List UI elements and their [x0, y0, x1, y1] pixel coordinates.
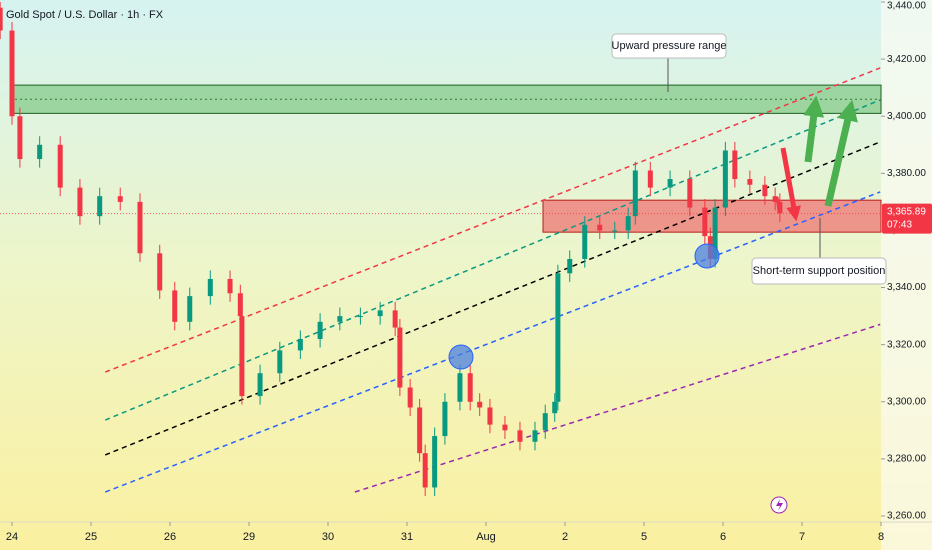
x-tick-label: 29 — [243, 531, 255, 543]
candle-body — [555, 273, 561, 402]
candle-body — [392, 310, 398, 328]
event-icon-bolt — [776, 499, 783, 511]
x-tick-label: 24 — [6, 531, 18, 543]
candle-body — [612, 230, 618, 232]
candle-body — [207, 278, 213, 297]
last-price-label: 3,365.89 — [887, 206, 926, 217]
chart-title: Gold Spot / U.S. Dollar · 1h · FX — [6, 9, 164, 21]
y-tick-label: 3,260.00 — [887, 511, 926, 522]
callout-box — [611, 33, 727, 59]
candle-body — [157, 253, 163, 291]
last-price-tag — [882, 203, 932, 234]
candle-body — [687, 179, 693, 208]
candle-body — [172, 290, 178, 322]
highlight-circle — [694, 243, 720, 269]
x-tick-label: 7 — [799, 531, 805, 543]
candle-body — [567, 259, 573, 274]
price-axis-panel — [881, 0, 932, 550]
candle-body — [732, 150, 738, 180]
candle-body — [257, 373, 263, 397]
candle-body — [277, 350, 283, 374]
y-tick-label: 3,420.00 — [887, 54, 926, 65]
candle-body — [9, 30, 15, 117]
candle-body — [297, 338, 303, 351]
y-tick-label: 3,380.00 — [887, 168, 926, 179]
candle-body — [625, 216, 631, 231]
candle-body — [239, 316, 245, 397]
candle-body — [747, 179, 753, 185]
trend-line — [354, 323, 881, 493]
y-tick-label: 3,400.00 — [887, 111, 926, 122]
candle-body — [467, 373, 473, 402]
x-tick-label: Aug — [476, 531, 496, 543]
candle-body — [57, 144, 63, 188]
candle-body — [337, 316, 343, 322]
candle-body — [477, 401, 483, 408]
candle-body — [417, 407, 423, 454]
candle-body — [187, 296, 193, 322]
trend-line — [104, 67, 881, 373]
down-arrow — [775, 196, 781, 211]
candle-body — [422, 453, 428, 488]
candle-body — [357, 316, 363, 318]
candle-body — [432, 436, 438, 488]
y-tick-label: 3,280.00 — [887, 454, 926, 465]
up-arrow — [824, 99, 858, 207]
x-tick-label: 5 — [641, 531, 647, 543]
x-tick-label: 30 — [322, 531, 334, 543]
x-tick-label: 26 — [164, 531, 176, 543]
y-tick-label: 3,440.00 — [887, 1, 926, 12]
up-arrow — [803, 95, 825, 163]
trend-line — [104, 99, 881, 421]
candle-body — [667, 179, 673, 188]
candle-body — [552, 401, 558, 414]
candle-body — [407, 387, 413, 408]
down-arrow — [780, 147, 802, 222]
trend-line — [104, 141, 881, 456]
candle-body — [37, 144, 43, 160]
candle-body — [722, 150, 728, 208]
candle-body — [582, 224, 588, 259]
countdown-label: 07:43 — [887, 219, 912, 230]
x-tick-label: 25 — [85, 531, 97, 543]
candle-body — [702, 207, 708, 237]
candle-body — [632, 170, 638, 217]
candle-body — [772, 196, 778, 202]
candle-body — [137, 201, 143, 254]
callout-text: Upward pressure range — [612, 40, 727, 52]
y-tick-label: 3,320.00 — [887, 339, 926, 350]
trend-line — [104, 191, 881, 493]
candle-body — [542, 413, 548, 431]
y-tick-label: 3,340.00 — [887, 282, 926, 293]
candle-body — [502, 424, 508, 431]
candle-body — [377, 310, 383, 317]
candle-body — [97, 196, 103, 217]
candle-body — [597, 224, 603, 231]
candle-body — [397, 327, 403, 388]
x-tick-label: 8 — [878, 531, 884, 543]
candle-body — [17, 116, 23, 160]
highlight-circle — [448, 344, 474, 370]
candle-body — [762, 184, 768, 197]
candle-body — [0, 7, 3, 31]
candle-body — [712, 207, 718, 259]
candle-body — [517, 430, 523, 442]
x-tick-label: 6 — [720, 531, 726, 543]
callout-text: Short-term support position — [753, 265, 886, 277]
candle-body — [237, 293, 243, 317]
candle-body — [442, 401, 448, 437]
candle-body — [532, 430, 538, 442]
x-tick-label: 2 — [562, 531, 568, 543]
candle-body — [457, 373, 463, 402]
callout-box — [751, 257, 887, 285]
x-tick-label: 31 — [401, 531, 413, 543]
candle-body — [317, 321, 323, 339]
candle-body — [487, 407, 493, 425]
candle-body — [647, 170, 653, 188]
candle-body — [117, 196, 123, 202]
y-tick-label: 3,300.00 — [887, 396, 926, 407]
candle-body — [227, 278, 233, 294]
candle-body — [77, 187, 83, 217]
